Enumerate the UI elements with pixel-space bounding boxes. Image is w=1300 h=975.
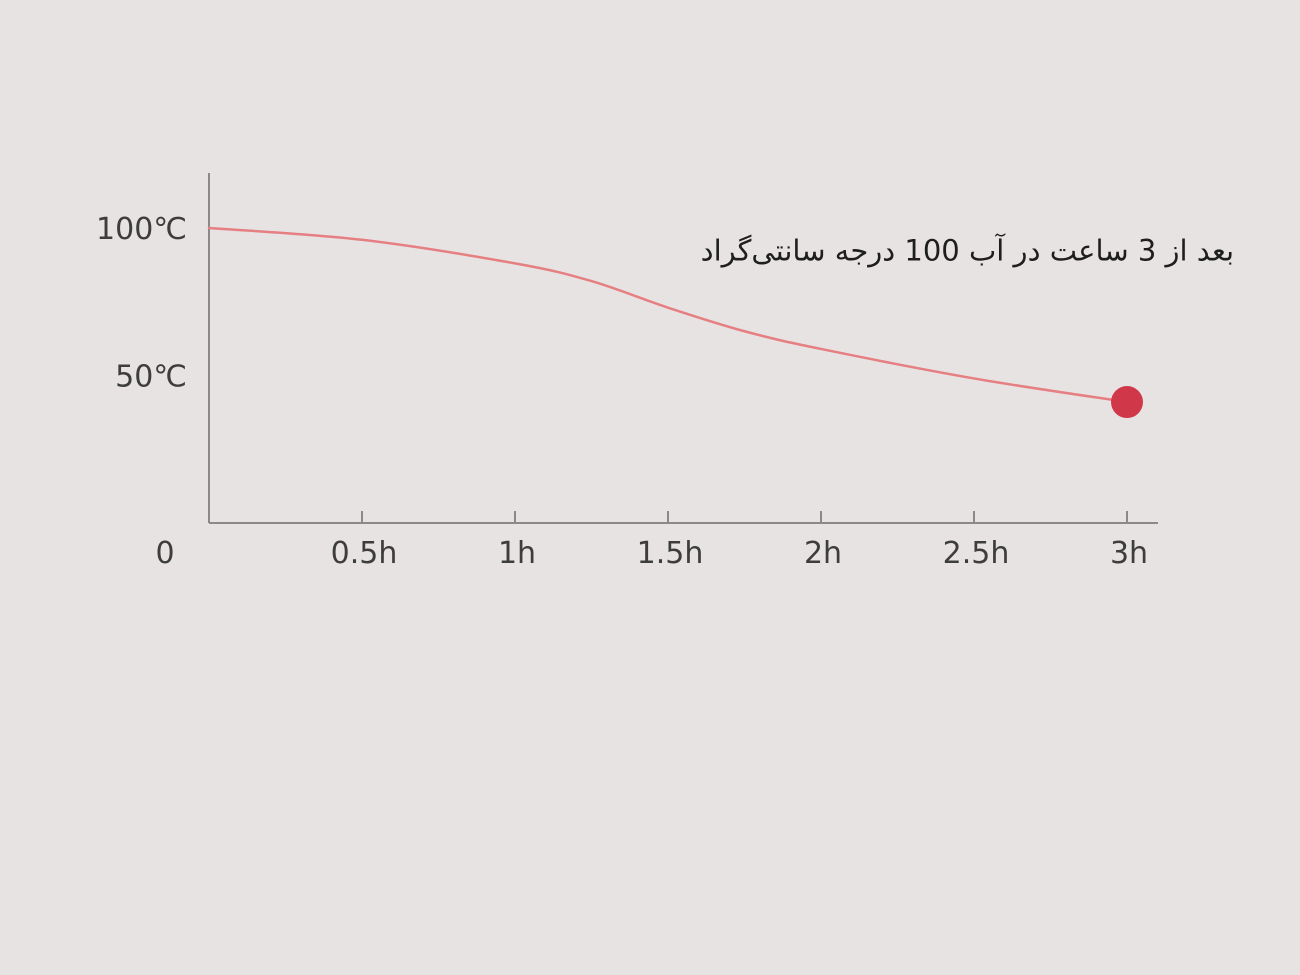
labels: 0.5h 1h 1.5h 2h 2.5h 3h 100℃ 50℃ 0 بعد از 3 ساعت …	[96, 212, 1234, 571]
temperature-series-line	[207, 226, 1129, 404]
annotation-label: بعد از 3 ساعت در آب 100 درجه سانتی‌گراد	[701, 232, 1234, 267]
y-tick-label: 50℃	[115, 360, 187, 395]
x-tick-label: 2h	[804, 536, 842, 571]
x-tick-label: 1h	[498, 536, 536, 571]
x-tick-label: 2.5h	[943, 536, 1010, 571]
origin-label: 0	[155, 536, 174, 571]
series-layer	[207, 226, 1129, 404]
x-tick-label: 0.5h	[331, 536, 398, 571]
end-point-marker	[1111, 386, 1143, 419]
axes	[208, 173, 1158, 524]
marker-layer	[1111, 386, 1143, 419]
x-tick-label: 3h	[1110, 536, 1148, 571]
y-tick-label: 100℃	[96, 212, 187, 247]
x-tick-label: 1.5h	[637, 536, 704, 571]
